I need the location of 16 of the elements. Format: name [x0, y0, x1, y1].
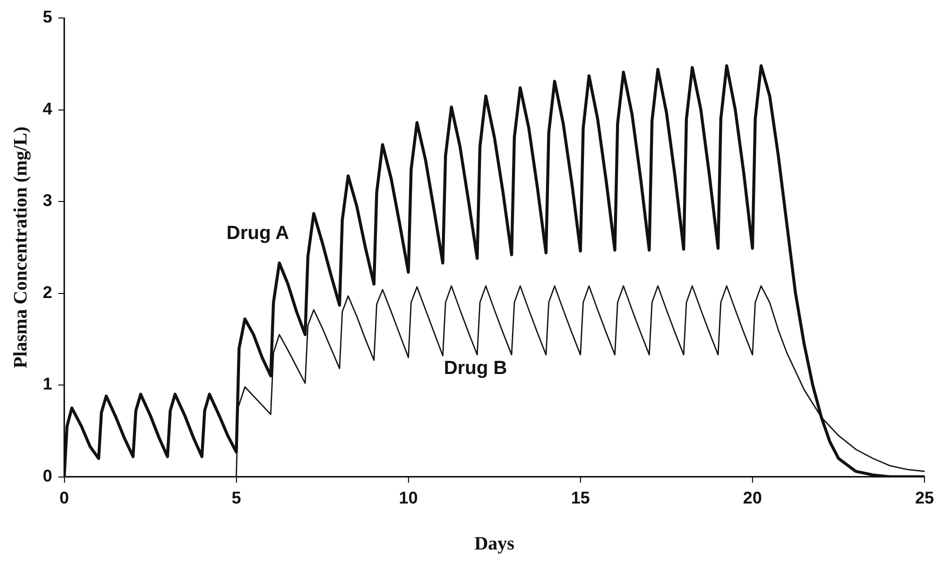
y-axis-title: Plasma Concentration (mg/L)	[10, 126, 32, 368]
x-tick-label: 10	[398, 488, 418, 508]
series-label: Drug A	[226, 222, 290, 244]
y-tick-label: 2	[42, 282, 52, 302]
y-tick-label: 5	[42, 8, 52, 27]
y-tick-label: 1	[42, 374, 52, 394]
x-tick-label: 15	[570, 488, 590, 508]
x-tick-label: 20	[743, 488, 762, 508]
x-tick-label: 25	[915, 488, 934, 508]
x-tick-label: 5	[232, 488, 242, 508]
x-axis-title: Days	[474, 534, 514, 555]
y-tick-label: 3	[42, 191, 52, 210]
y-tick-label: 0	[42, 466, 52, 486]
x-tick-label: 0	[60, 488, 69, 508]
series-label: Drug B	[444, 358, 508, 380]
y-tick-label: 4	[42, 99, 53, 118]
